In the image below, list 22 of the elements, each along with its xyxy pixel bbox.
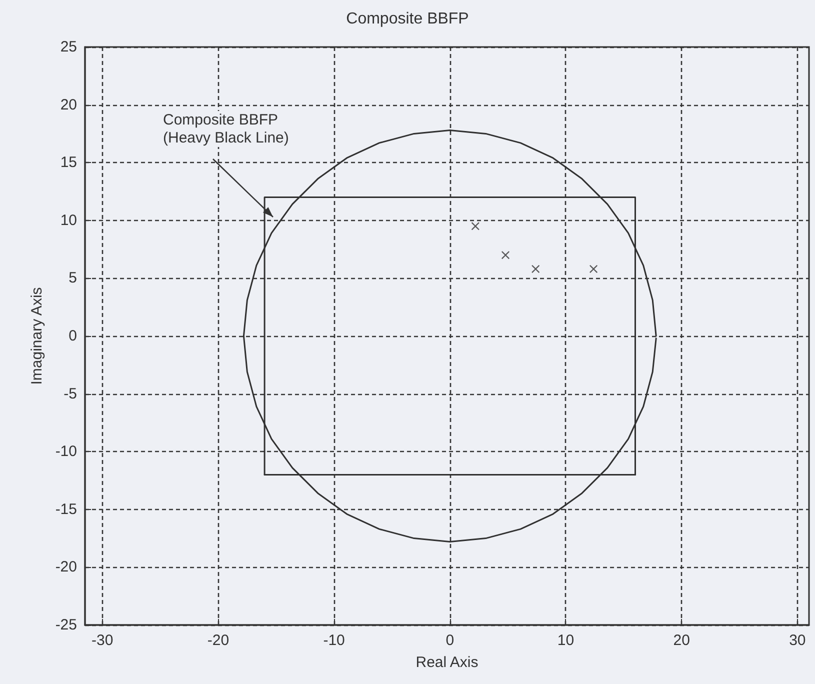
y-axis-title: Imaginary Axis: [28, 287, 46, 385]
y-tick-label: 20: [60, 96, 77, 114]
y-tick-label: -20: [55, 558, 77, 576]
x-tick-label: -20: [207, 632, 230, 649]
y-tick-label: -25: [55, 616, 77, 634]
y-tick-label: 0: [68, 328, 77, 344]
x-axis-title: Real Axis: [416, 654, 478, 671]
annotation: Composite BBFP (Heavy Black Line): [163, 112, 289, 146]
x-tick-label: 10: [557, 632, 574, 649]
x-tick-label: 30: [789, 632, 806, 649]
x-tick-label: 0: [446, 632, 454, 649]
x-tick-label: 20: [673, 632, 690, 649]
y-tick-label: 10: [60, 212, 77, 229]
y-tick-label: 5: [68, 270, 77, 287]
y-tick-label: -5: [64, 385, 77, 402]
x-tick-label: -10: [323, 632, 345, 649]
x-tick-label: -30: [92, 632, 114, 649]
y-tick-label: 25: [60, 38, 77, 56]
y-tick-label: -10: [55, 443, 77, 460]
y-tick-label: -15: [55, 500, 77, 518]
y-tick-label: 15: [60, 154, 77, 172]
chart-title: Composite BBFP: [346, 10, 469, 28]
